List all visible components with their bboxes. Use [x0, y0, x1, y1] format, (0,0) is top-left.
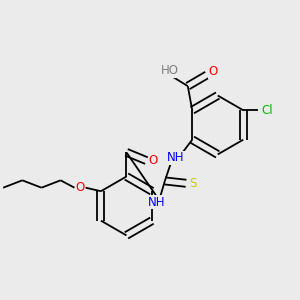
Text: S: S — [189, 177, 196, 190]
Text: O: O — [75, 181, 84, 194]
Text: O: O — [209, 65, 218, 79]
Text: NH: NH — [167, 152, 185, 164]
Text: HO: HO — [161, 64, 179, 77]
Text: O: O — [148, 154, 158, 167]
Text: Cl: Cl — [261, 104, 273, 117]
Text: NH: NH — [148, 196, 165, 208]
